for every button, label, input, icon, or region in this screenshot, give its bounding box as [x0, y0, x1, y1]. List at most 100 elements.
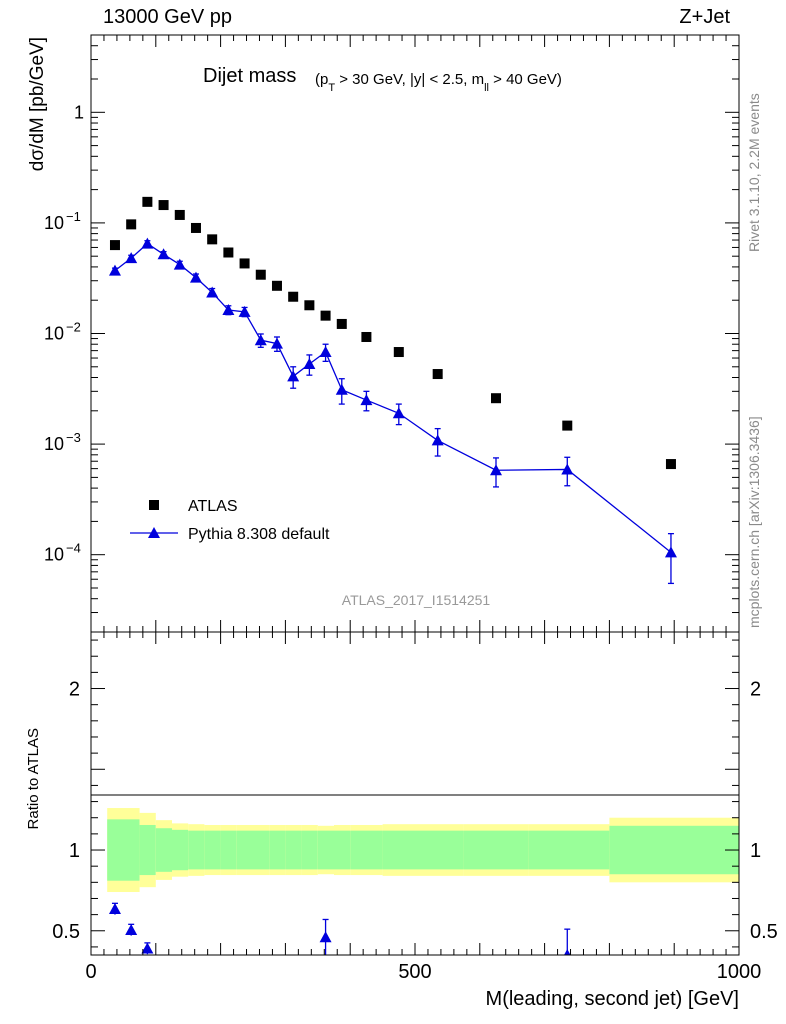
pythia-point — [270, 337, 283, 349]
ratio-point — [125, 923, 138, 935]
atlas-point — [432, 369, 443, 380]
plot-title: Dijet mass — [203, 65, 296, 87]
ratio-band-inner-segment — [204, 830, 221, 870]
ratio-y-tick-label-right: 1 — [750, 840, 761, 862]
main-y-tick-label: 10 — [44, 324, 64, 344]
atlas-point — [109, 240, 120, 251]
ratio-band-inner-segment — [285, 830, 302, 870]
main-y-tick-label: 10 — [44, 213, 64, 233]
main-y-tick-label-exponent: −3 — [66, 430, 81, 445]
atlas-point — [207, 234, 218, 245]
x-tick-label: 1000 — [717, 961, 762, 983]
atlas-point — [190, 222, 201, 233]
ratio-band-inner-segment — [236, 830, 253, 870]
ratio-band-inner-segment — [334, 830, 351, 870]
ratio-band-inner-segment — [155, 828, 172, 872]
ratio-y-tick-label-right: 2 — [750, 679, 761, 701]
atlas-point — [158, 200, 169, 211]
ratio-band-inner-segment — [269, 830, 286, 870]
ratio-band-inner-segment — [139, 824, 156, 876]
title-detail-part: > 40 GeV) — [489, 71, 562, 88]
legend-marker-atlas — [149, 500, 159, 510]
pythia-point — [141, 237, 154, 249]
header-process-label: 13000 GeV pp — [103, 6, 232, 28]
pythia-point — [287, 370, 300, 382]
pythia-point — [157, 248, 170, 260]
main-y-tick-label: 10 — [44, 545, 64, 565]
ratio-plot-frame — [90, 631, 740, 956]
pythia-point — [238, 305, 251, 317]
ratio-band-inner-segment — [317, 830, 334, 870]
pythia-point — [222, 304, 235, 316]
ratio-band-inner-segment — [350, 830, 383, 870]
ratio-band-inner-segment — [301, 830, 318, 870]
ratio-point — [141, 942, 154, 954]
pythia-point — [319, 346, 332, 358]
ratio-y-axis-label: Ratio to ATLAS — [25, 728, 42, 829]
atlas-point — [239, 258, 250, 269]
x-tick-label: 0 — [85, 961, 96, 983]
pythia-point — [360, 394, 373, 406]
atlas-point — [126, 219, 137, 230]
main-y-tick-label-exponent: −1 — [66, 209, 81, 224]
main-y-tick-label: 10 — [44, 434, 64, 454]
ratio-band-inner-segment — [107, 819, 140, 881]
ratio-point — [564, 949, 571, 955]
ratio-band-inner-segment — [253, 830, 270, 870]
pythia-point — [254, 334, 267, 346]
ratio-point — [108, 902, 121, 914]
title-detail-subscript-pt: T — [328, 82, 335, 94]
ratio-band-inner-segment — [528, 830, 610, 870]
ratio-y-tick-label-left: 1 — [69, 840, 80, 862]
pythia-point — [392, 407, 405, 419]
analysis-watermark: ATLAS_2017_I1514251 — [342, 592, 491, 608]
legend-marker-pythia — [148, 527, 160, 538]
atlas-point — [223, 247, 234, 258]
ratio-band-inner-segment — [220, 830, 237, 870]
header-analysis-label: Z+Jet — [679, 6, 730, 28]
atlas-point — [142, 196, 153, 207]
pythia-point — [490, 464, 502, 476]
ratio-band-inner-segment — [188, 830, 205, 870]
main-plot-marks — [108, 196, 677, 585]
atlas-point — [271, 280, 282, 291]
pythia-point — [335, 383, 348, 395]
atlas-point — [562, 420, 573, 431]
pythia-point — [664, 546, 677, 558]
ratio-band-inner-segment — [415, 830, 464, 870]
atlas-point — [393, 347, 404, 358]
ratio-y-tick-label-right: 0.5 — [750, 921, 778, 943]
legend-label-atlas: ATLAS — [188, 498, 238, 515]
atlas-point — [304, 300, 315, 311]
atlas-point — [336, 318, 347, 329]
ratio-band-inner-segment — [463, 830, 529, 870]
ratio-uncertainty-bands — [107, 808, 739, 893]
pythia-point — [173, 258, 186, 270]
ratio-point — [319, 931, 332, 943]
ratio-y-tick-label-left: 2 — [69, 679, 80, 701]
pythia-point — [189, 271, 202, 283]
pythia-point — [206, 286, 219, 298]
legend: ATLAS Pythia 8.308 default — [130, 498, 330, 543]
title-detail-part: (p — [315, 71, 328, 88]
plot-title-detail: (pT > 30 GeV, |y| < 2.5, mll > 40 GeV) — [315, 71, 562, 94]
pythia-point — [125, 252, 138, 264]
main-y-tick-label-exponent: −2 — [66, 320, 81, 335]
main-y-tick-label: 1 — [74, 102, 84, 122]
ratio-plot-marks — [108, 902, 571, 955]
legend-label-pythia: Pythia 8.308 default — [188, 526, 330, 543]
ratio-band-inner-segment — [609, 825, 739, 875]
atlas-point — [665, 459, 676, 470]
main-y-tick-label-exponent: −4 — [66, 541, 81, 556]
atlas-point — [320, 310, 331, 321]
ratio-y-tick-label-left: 0.5 — [52, 921, 80, 943]
pythia-point — [108, 264, 121, 276]
atlas-point — [288, 291, 299, 302]
atlas-point — [255, 269, 266, 280]
x-axis-label: M(leading, second jet) [GeV] — [486, 988, 739, 1010]
title-detail-subscript-ll: ll — [484, 82, 489, 94]
main-y-axis-label: dσ/dM [pb/GeV] — [27, 37, 48, 171]
ratio-band-inner-segment — [172, 829, 189, 871]
